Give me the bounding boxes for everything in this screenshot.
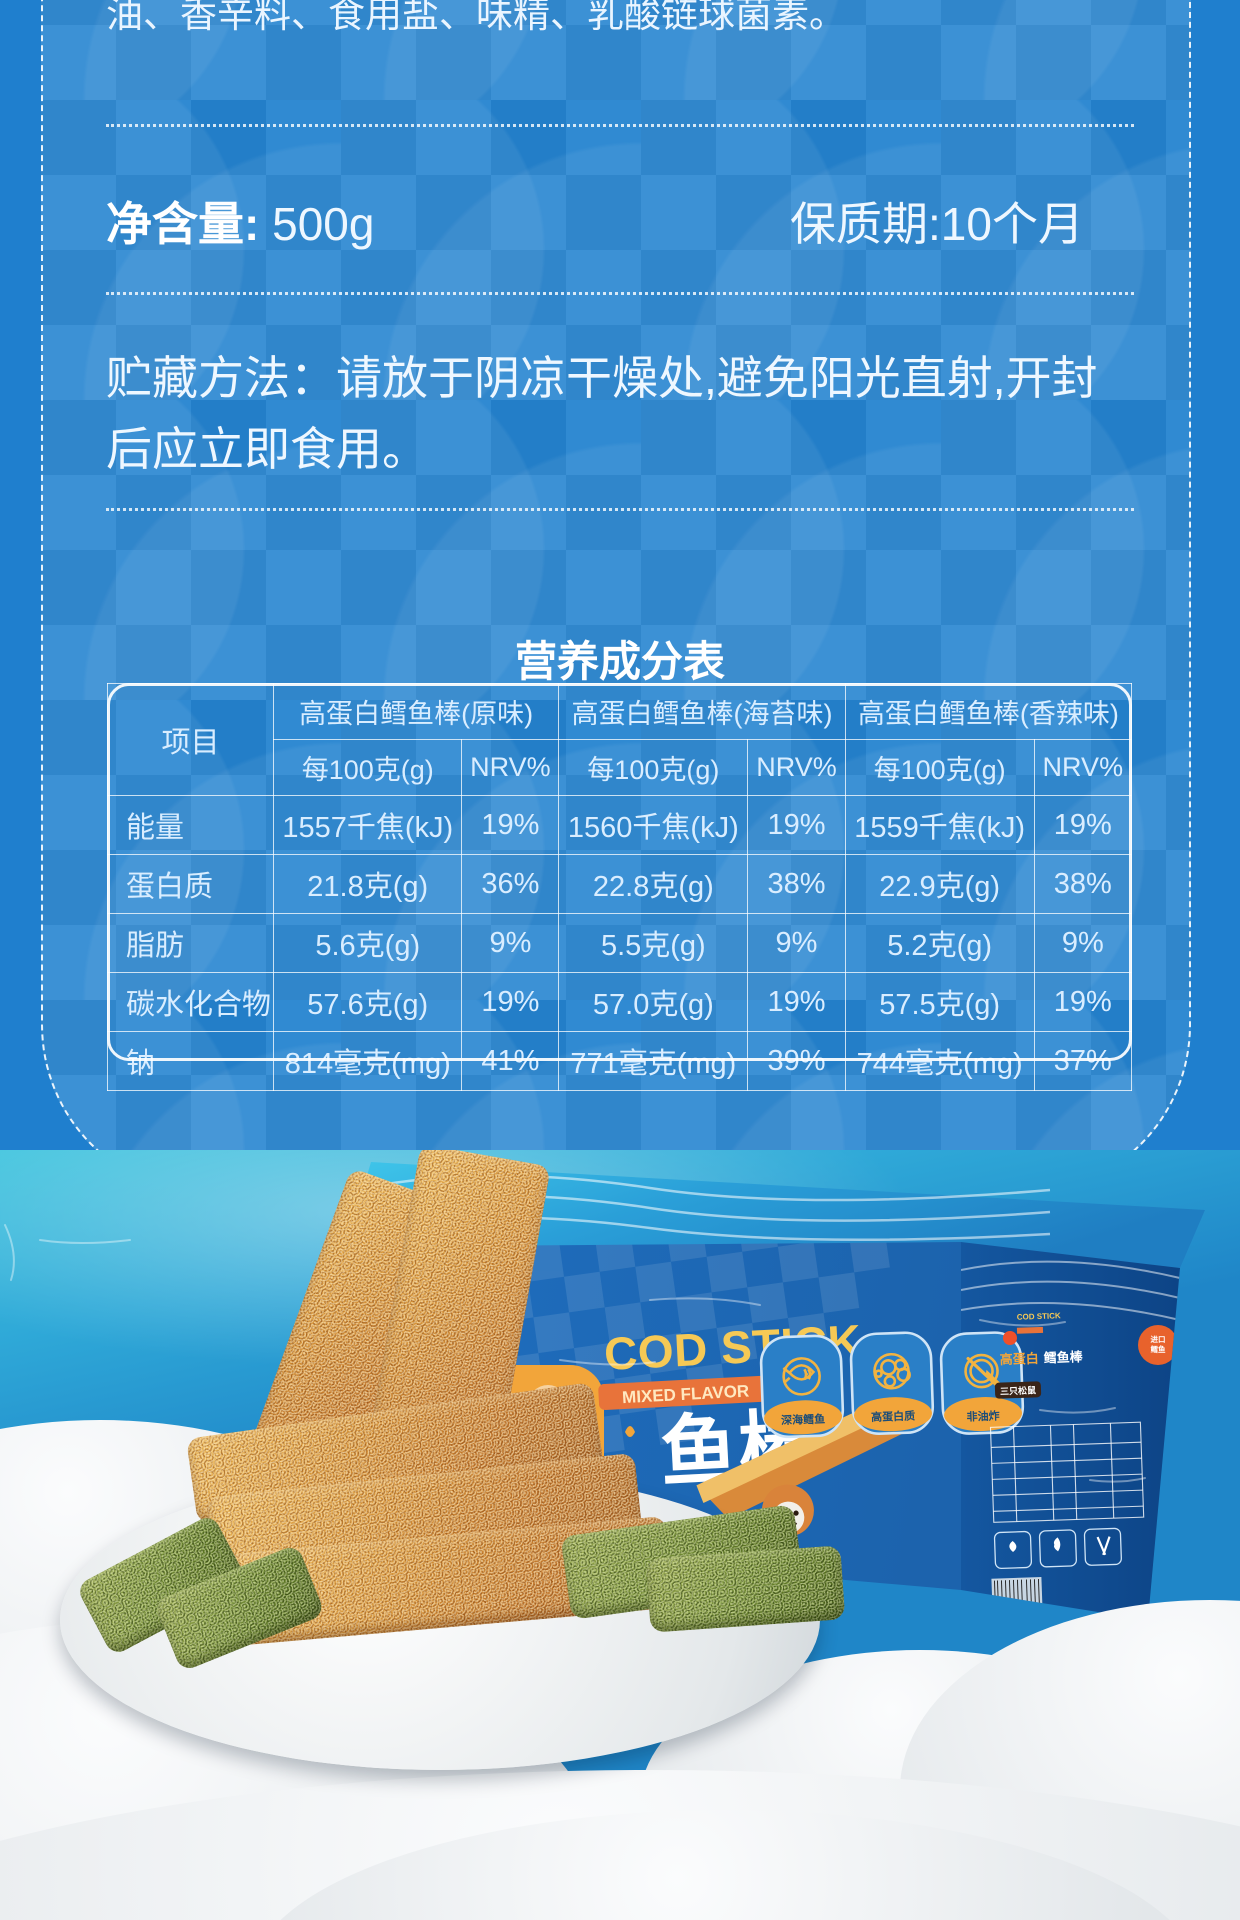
svg-text:高蛋白: 高蛋白 (1000, 1351, 1040, 1367)
svg-text:进口: 进口 (1151, 1334, 1166, 1344)
svg-text:三只松鼠: 三只松鼠 (1000, 1384, 1036, 1396)
svg-text:深海鳕鱼: 深海鳕鱼 (781, 1412, 825, 1428)
svg-text:高蛋白质: 高蛋白质 (871, 1408, 915, 1424)
svg-text:鳕鱼棒: 鳕鱼棒 (1043, 1349, 1083, 1365)
svg-text:非油炸: 非油炸 (966, 1408, 999, 1423)
svg-text:鳕鱼: 鳕鱼 (1150, 1344, 1167, 1354)
svg-text:COD STICK: COD STICK (1017, 1311, 1062, 1322)
